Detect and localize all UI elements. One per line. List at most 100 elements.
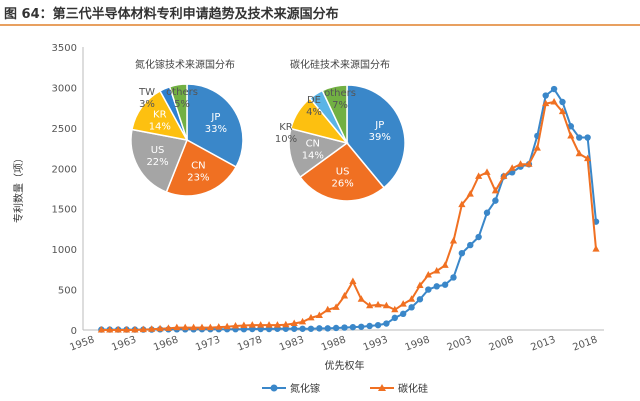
pie-value: 7% [332,100,348,111]
data-point [441,261,449,268]
data-point [122,326,131,333]
data-point [358,323,365,330]
x-axis-label: 优先权年 [325,359,365,372]
data-point [408,304,415,311]
data-point [349,323,357,331]
pie-value: 3% [139,99,155,110]
data-point [106,326,114,333]
pie-value: 14% [149,121,171,132]
data-point [458,249,466,257]
data-point [190,323,198,331]
data-point [467,241,474,249]
pie-slice [346,84,406,189]
x-tick-label: 1973 [194,334,222,353]
data-point [492,197,499,204]
pie-slice [130,128,189,194]
pie-slice [299,141,386,202]
data-point [223,322,231,330]
data-point [383,320,390,327]
pie-label: KR [279,122,293,133]
x-tick-label: 2008 [488,334,516,353]
pie-title: 碳化硅技术来源国分布 [290,58,390,71]
legend-label: 氮化镓 [290,382,320,395]
data-point [475,233,482,241]
data-point [567,131,575,139]
pie-slice [168,83,188,141]
data-point [265,321,273,328]
y-tick-label: 3500 [52,43,77,54]
data-point [575,149,583,157]
data-point [139,325,147,333]
data-point [399,310,407,318]
data-point [559,98,566,106]
data-point [458,200,466,208]
data-point [525,160,533,167]
pie-slice [186,83,244,168]
pie-slice [288,127,349,179]
data-point [240,321,248,329]
data-point [206,323,214,331]
pie-value: 10% [275,134,297,145]
data-point [164,324,173,331]
data-point [97,326,105,333]
pie-value: 22% [146,157,168,168]
pie-value: 33% [205,124,227,135]
data-point [315,311,323,318]
data-point [324,305,332,313]
x-tick-label: 2003 [446,334,474,353]
data-point [592,245,600,252]
data-point [340,292,349,299]
x-tick-label: 1958 [68,334,96,353]
data-point [290,319,298,327]
pie-label: KR [153,109,167,120]
data-point [299,325,306,332]
pie-label: JP [374,120,384,131]
data-point [449,237,458,244]
data-point [366,322,373,330]
data-point [215,323,223,330]
data-point [366,301,374,309]
data-point [282,320,290,328]
pie-label: CN [306,139,320,150]
pie-label: US [336,167,350,178]
y-axis-label: 专利数量（项） [12,153,25,223]
data-point [550,97,558,105]
data-point [181,323,189,331]
y-tick-label: 3000 [52,83,77,94]
y-tick-label: 0 [71,326,77,337]
data-point [542,99,550,107]
data-point [475,172,483,179]
data-point [391,305,399,313]
x-tick-label: 1983 [278,334,306,353]
data-point [273,321,282,328]
legend-marker [270,384,278,392]
pie-label: CN [191,161,205,172]
x-tick-label: 2018 [571,334,599,353]
data-point [558,107,567,115]
data-point [307,325,315,332]
pie-value: 23% [187,173,209,184]
data-point [516,160,525,167]
data-point [533,144,541,151]
data-point [382,301,391,309]
y-tick-label: 1000 [52,245,77,256]
data-point [441,281,449,288]
pie-label: US [151,145,165,156]
pie-label: TW [138,87,155,98]
x-tick-label: 1988 [320,334,348,353]
data-point [508,164,516,171]
data-point [291,325,298,332]
pie-slice [321,84,348,144]
x-tick-label: 1963 [110,334,138,353]
data-point [433,266,441,274]
pie-value: 39% [369,132,391,143]
x-tick-label: 1993 [362,334,390,353]
x-tick-label: 2013 [529,334,557,353]
data-point [324,325,331,332]
data-point [298,317,307,325]
data-point [450,274,457,281]
data-point [416,281,424,289]
y-tick-label: 2000 [52,164,77,175]
data-point [550,85,558,93]
data-point [584,134,591,141]
